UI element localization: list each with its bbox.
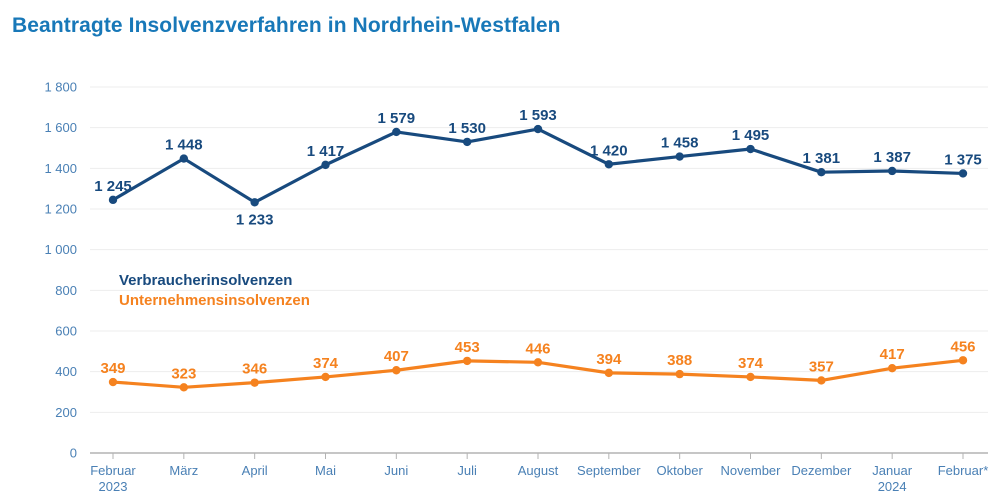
data-label: 453 [455, 339, 480, 356]
legend-verbraucherinsolvenzen: Verbraucherinsolvenzen [119, 272, 293, 289]
data-label: 1 417 [307, 143, 345, 160]
svg-text:April: April [242, 463, 268, 478]
data-label: 1 245 [94, 178, 132, 195]
data-point [675, 152, 684, 161]
series-0: 1 245 1 448 1 233 1 417 1 579 1 530 1 593 1 420… [94, 107, 982, 228]
data-point [604, 160, 614, 169]
data-label: 357 [809, 358, 834, 375]
svg-text:Dezember: Dezember [791, 463, 852, 478]
svg-text:1 800: 1 800 [44, 80, 77, 95]
data-point [887, 364, 897, 373]
data-label: 388 [667, 352, 692, 369]
data-point [321, 160, 330, 170]
data-point [817, 167, 826, 177]
y-axis-labels: 0 200 400 600 800 1 000 1 200 1 400 1 600 1 800 [44, 80, 77, 461]
data-point [108, 377, 118, 387]
svg-text:Juli: Juli [457, 463, 477, 478]
data-label: 1 579 [378, 110, 416, 127]
data-label: 1 458 [661, 135, 699, 152]
data-point [250, 198, 259, 207]
data-point [958, 169, 968, 178]
data-point [817, 376, 826, 385]
svg-text:0: 0 [70, 446, 77, 461]
data-point [533, 124, 543, 134]
svg-text:Januar: Januar [872, 463, 912, 478]
data-point [746, 144, 755, 154]
data-label: 1 495 [732, 127, 770, 144]
data-label: 407 [384, 348, 409, 365]
legend-unternehmensinsolvenzen: Unternehmensinsolvenzen [119, 292, 310, 309]
data-label: 394 [596, 351, 622, 368]
svg-text:Mai: Mai [315, 463, 336, 478]
svg-text:1 200: 1 200 [44, 202, 77, 217]
series-1: 349 323 346 374 407 453 446 394 388 374 357 417 456 [100, 338, 976, 392]
data-point [462, 356, 472, 366]
data-point [392, 127, 401, 137]
data-label: 1 593 [519, 107, 557, 124]
svg-text:1 400: 1 400 [44, 161, 77, 176]
data-label: 346 [242, 361, 267, 378]
data-point [392, 366, 401, 375]
data-point [675, 369, 684, 379]
data-label: 417 [880, 346, 905, 363]
svg-text:Oktober: Oktober [657, 463, 704, 478]
data-point [958, 356, 968, 365]
svg-text:November: November [721, 463, 782, 478]
svg-text:200: 200 [55, 405, 77, 420]
svg-text:600: 600 [55, 324, 77, 339]
svg-text:1 600: 1 600 [44, 120, 77, 135]
svg-text:Juni: Juni [384, 463, 408, 478]
page-title: Beantragte Insolvenzverfahren in Nordrhe… [12, 14, 561, 37]
y-gridlines [90, 86, 988, 413]
data-point [462, 137, 472, 147]
svg-text:März: März [169, 463, 198, 478]
data-point [746, 372, 755, 382]
svg-text:2023: 2023 [99, 479, 128, 494]
svg-text:August: August [518, 463, 559, 478]
data-label: 1 233 [236, 211, 274, 228]
data-label: 446 [525, 340, 550, 357]
data-point [108, 195, 118, 205]
chart-legend: Verbraucherinsolvenzen Unternehmensinsol… [119, 271, 310, 311]
data-label: 1 381 [803, 150, 841, 167]
data-label: 1 448 [165, 137, 203, 154]
data-label: 349 [100, 360, 125, 377]
data-label: 456 [950, 338, 975, 355]
x-axis-ticks [112, 453, 964, 459]
data-label: 1 420 [590, 142, 628, 159]
data-point [533, 358, 543, 367]
svg-text:2024: 2024 [878, 479, 907, 494]
data-label: 374 [738, 355, 764, 372]
svg-text:September: September [577, 463, 641, 478]
svg-text:800: 800 [55, 283, 77, 298]
data-point [250, 378, 259, 387]
data-point [179, 383, 189, 392]
data-label: 1 387 [873, 149, 911, 166]
data-point [179, 154, 189, 163]
data-point [604, 368, 614, 378]
data-label: 1 375 [944, 151, 982, 168]
data-label: 1 530 [448, 120, 486, 137]
svg-text:1 000: 1 000 [44, 242, 77, 257]
data-label: 374 [313, 355, 339, 372]
svg-text:400: 400 [55, 364, 77, 379]
data-label: 323 [171, 365, 196, 382]
data-point [321, 372, 330, 382]
svg-text:Februar*: Februar* [938, 463, 989, 478]
svg-text:Februar: Februar [90, 463, 136, 478]
data-point [887, 166, 897, 176]
